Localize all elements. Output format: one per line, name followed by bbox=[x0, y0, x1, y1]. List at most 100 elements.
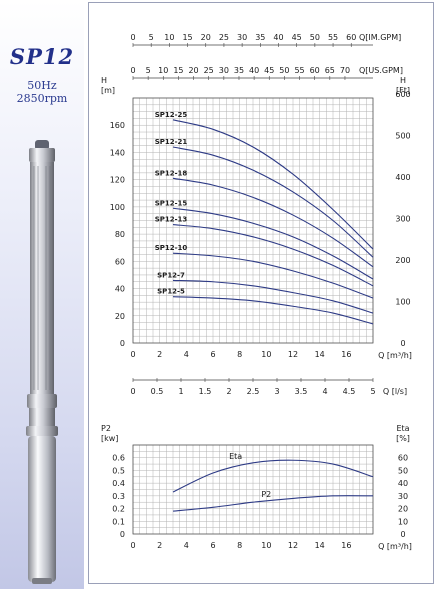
y-tick-label: 120 bbox=[110, 176, 125, 185]
p2-tick-label: 0 bbox=[120, 530, 125, 539]
speed-label: 2850rpm bbox=[16, 92, 68, 105]
ls-tick-label: 3.5 bbox=[295, 387, 308, 396]
eta-curve bbox=[172, 459, 374, 493]
ls-tick-label: 4.5 bbox=[343, 387, 356, 396]
ls-tick-label: 5 bbox=[370, 387, 375, 396]
y2-tick-label: 600 bbox=[395, 90, 410, 99]
p2-tick-label: 0.1 bbox=[112, 517, 125, 526]
y-tick-label: 20 bbox=[115, 312, 125, 321]
y-tick-label: 140 bbox=[110, 148, 125, 157]
ls-tick-label: 0 bbox=[130, 387, 135, 396]
series-label: SP12-10 bbox=[155, 244, 188, 252]
im-gpm-tick: 0 bbox=[130, 33, 135, 42]
x-tick-label: 2 bbox=[157, 541, 162, 550]
ls-axis-label: Q [l/s] bbox=[383, 387, 407, 396]
x-axis-label: Q [m³/h] bbox=[378, 542, 412, 551]
head-curve bbox=[172, 296, 374, 325]
series-label: SP12-7 bbox=[157, 271, 185, 279]
im-gpm-tick: 15 bbox=[182, 33, 192, 42]
eta-tick-label: 30 bbox=[398, 492, 408, 501]
head-curve bbox=[172, 207, 374, 280]
us-gpm-tick: 0 bbox=[130, 66, 135, 75]
head-chart-grid bbox=[132, 97, 374, 344]
y2-axis-unit: [Ft] bbox=[396, 86, 410, 95]
p2-curve bbox=[172, 495, 374, 512]
p2-tick-label: 0.6 bbox=[112, 454, 125, 463]
x-tick-label: 6 bbox=[210, 541, 215, 550]
eta-tick-label: 20 bbox=[398, 505, 408, 514]
x-tick-label: 0 bbox=[130, 541, 135, 550]
eta-tick-label: 0 bbox=[400, 530, 405, 539]
im-gpm-tick: 20 bbox=[201, 33, 211, 42]
series-label: SP12-13 bbox=[155, 216, 188, 224]
us-gpm-tick: 65 bbox=[325, 66, 335, 75]
ls-tick-label: 2 bbox=[226, 387, 231, 396]
y-axis-label: H bbox=[101, 76, 107, 85]
us-gpm-label: Q[US.GPM] bbox=[359, 66, 403, 75]
x-tick-label: 16 bbox=[341, 350, 351, 359]
x-tick-label: 10 bbox=[261, 350, 271, 359]
p2-tick-label: 0.4 bbox=[112, 479, 125, 488]
x-tick-label: 14 bbox=[315, 350, 325, 359]
head-curve bbox=[172, 177, 374, 268]
us-gpm-tick: 10 bbox=[158, 66, 168, 75]
x-tick-label: 14 bbox=[315, 541, 325, 550]
im-gpm-tick: 40 bbox=[273, 33, 283, 42]
ls-tick-label: 3 bbox=[274, 387, 279, 396]
ls-tick-label: 1.5 bbox=[199, 387, 212, 396]
im-gpm-tick: 25 bbox=[219, 33, 229, 42]
y-tick-label: 100 bbox=[110, 203, 125, 212]
im-gpm-tick: 10 bbox=[164, 33, 174, 42]
y2-tick-label: 400 bbox=[395, 173, 410, 182]
y-tick-label: 40 bbox=[115, 285, 125, 294]
power-chart-frame bbox=[132, 444, 374, 535]
im-gpm-tick: 55 bbox=[328, 33, 338, 42]
us-gpm-tick: 70 bbox=[340, 66, 350, 75]
y2-tick-label: 200 bbox=[395, 256, 410, 265]
y2-tick-label: 300 bbox=[395, 215, 410, 224]
series-label: Eta bbox=[229, 452, 242, 461]
pump-image bbox=[26, 140, 58, 584]
x-tick-label: 8 bbox=[237, 350, 242, 359]
x-tick-label: 6 bbox=[210, 350, 215, 359]
y2-tick-label: 500 bbox=[395, 132, 410, 141]
eta-tick-label: 50 bbox=[398, 466, 408, 475]
us-gpm-tick: 60 bbox=[310, 66, 320, 75]
series-label: SP12-15 bbox=[155, 199, 188, 207]
eta-tick-label: 60 bbox=[398, 454, 408, 463]
us-gpm-tick: 25 bbox=[204, 66, 214, 75]
series-label: P2 bbox=[261, 490, 271, 499]
x-tick-label: 4 bbox=[184, 541, 189, 550]
x-tick-label: 2 bbox=[157, 350, 162, 359]
y-axis-unit: [m] bbox=[101, 86, 115, 95]
x-tick-label: 12 bbox=[288, 541, 298, 550]
eta-axis-unit: [%] bbox=[396, 434, 410, 443]
im-gpm-tick: 60 bbox=[346, 33, 356, 42]
ls-tick-label: 1 bbox=[178, 387, 183, 396]
series-label: SP12-25 bbox=[155, 111, 188, 119]
eta-axis-label: Eta bbox=[396, 424, 409, 433]
p2-tick-label: 0.3 bbox=[112, 492, 125, 501]
y2-axis-label: H bbox=[400, 76, 406, 85]
labels: 020406080100120140160H[m]010020030040050… bbox=[101, 33, 412, 551]
eta-tick-label: 10 bbox=[398, 517, 408, 526]
y-tick-label: 160 bbox=[110, 121, 125, 130]
x-axis-label: Q [m³/h] bbox=[378, 351, 412, 360]
power-chart-grid bbox=[132, 444, 374, 535]
eta-tick-label: 40 bbox=[398, 479, 408, 488]
x-tick-label: 4 bbox=[184, 350, 189, 359]
us-gpm-tick: 55 bbox=[294, 66, 304, 75]
head-curve bbox=[172, 224, 374, 287]
us-gpm-tick: 30 bbox=[219, 66, 229, 75]
axes bbox=[132, 43, 374, 535]
us-gpm-tick: 35 bbox=[234, 66, 244, 75]
x-tick-label: 0 bbox=[130, 350, 135, 359]
head-curve bbox=[172, 146, 374, 258]
us-gpm-tick: 20 bbox=[188, 66, 198, 75]
us-gpm-tick: 15 bbox=[173, 66, 183, 75]
im-gpm-tick: 5 bbox=[149, 33, 154, 42]
p2-tick-label: 0.5 bbox=[112, 466, 125, 475]
im-gpm-label: Q[IM.GPM] bbox=[359, 33, 401, 42]
im-gpm-tick: 45 bbox=[292, 33, 302, 42]
